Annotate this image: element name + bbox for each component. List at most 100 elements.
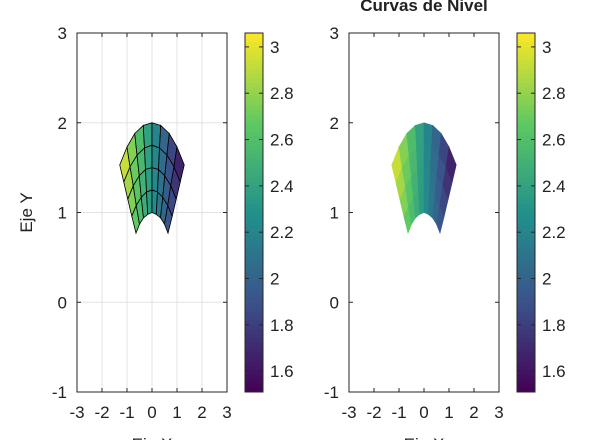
colorbar-swatch [245,86,263,92]
x-tick-label: 3 [222,403,231,422]
contour-cell [414,122,425,149]
colorbar-swatch [245,252,263,258]
colorbar-swatch [245,172,263,178]
colorbar-swatch [245,163,263,169]
colorbar-swatch [517,185,535,191]
colorbar-box [244,32,264,393]
colorbar-swatch [245,338,263,344]
colorbar-swatch [245,50,263,56]
colorbar-swatch [245,266,263,272]
colorbar-swatch [517,369,535,375]
colorbar-swatch [245,113,263,119]
colorbar-swatch [517,329,535,335]
colorbar-tick-label: 2.2 [542,223,566,242]
colorbar-swatch [245,37,263,43]
colorbar-swatch [517,59,535,65]
colorbar-swatch [245,356,263,362]
colorbar-swatch [517,311,535,317]
colorbar-tick-label: 2 [542,270,551,289]
colorbar-swatch [517,257,535,263]
colorbar-swatch [245,109,263,115]
colorbar-swatch [517,203,535,209]
colorbar-swatch [245,208,263,213]
colorbar-swatch [245,221,263,227]
colorbar-swatch [245,275,263,281]
colorbar-swatch [245,41,263,47]
colorbar-swatch [245,234,263,240]
colorbar-tick-label: 2.6 [542,131,566,150]
x-tick-label: 2 [469,403,478,422]
colorbar-swatch [245,383,263,389]
colorbar-swatch [245,302,263,308]
colorbar-swatch [245,154,263,160]
colorbar-swatch [517,109,535,115]
x-axis-label: Eje X [132,435,173,440]
colorbar-swatch [517,216,535,222]
colorbar-swatch [245,127,263,133]
x-axis-label: Eje X [404,435,445,440]
colorbar-swatch [245,347,263,353]
colorbar-swatch [517,230,535,236]
colorbar-swatch [517,163,535,169]
colorbar-swatch [517,113,535,119]
colorbar-swatch [517,172,535,178]
x-tick-label: -2 [94,403,109,422]
colorbar-swatch [517,342,535,348]
contour-cell [418,189,425,215]
x-tick-label: 2 [197,403,206,422]
colorbar-swatch [245,297,263,303]
colorbar-swatch [245,315,263,321]
colorbar-swatch [245,369,263,375]
colorbar-swatch [245,279,263,285]
colorbar-swatch [245,374,263,380]
colorbar-swatch [245,176,263,182]
colorbar-swatch [517,338,535,344]
colorbar-swatch [245,33,263,38]
y-tick-label: 0 [330,293,339,312]
colorbar-swatch [245,306,263,312]
y-tick-label: 2 [58,114,67,133]
x-tick-label: 0 [147,403,156,422]
y-tick-label: -1 [324,383,339,402]
colorbar-swatch [245,311,263,317]
colorbar-swatch [517,199,535,205]
y-tick-label: 2 [330,114,339,133]
colorbar-swatch [245,261,263,267]
y-tick-label: 1 [58,204,67,223]
colorbar-swatch [517,288,535,294]
colorbar-swatch [245,95,263,101]
colorbar-swatch [517,365,535,371]
colorbar-swatch [517,333,535,339]
colorbar-swatch [517,41,535,47]
colorbar-swatch [245,55,263,61]
surface-cell [144,144,153,170]
colorbar-swatch [517,351,535,357]
colorbar-swatch [245,216,263,222]
contour-cell [417,167,425,193]
colorbar-swatch [517,127,535,133]
colorbar-swatch [517,82,535,88]
colorbar-swatch [245,194,263,200]
colorbar-swatch [517,279,535,285]
colorbar-swatch [517,315,535,321]
colorbar-swatch [517,95,535,101]
colorbar-swatch [245,203,263,209]
colorbar-swatch [245,293,263,299]
surface-cell [173,145,185,184]
colorbar-swatch [517,154,535,160]
colorbar-swatch [517,243,535,249]
colorbar-swatch [517,50,535,56]
colorbar-swatch [245,378,263,384]
colorbar-swatch [245,199,263,205]
colorbar-swatch [245,365,263,371]
contour-cell [416,144,425,170]
colorbar-swatch [517,136,535,142]
colorbar-swatch [517,252,535,258]
colorbar-swatch [517,91,535,97]
colorbar-tick-label: 2.8 [270,84,294,103]
colorbar-swatch [517,383,535,389]
colorbar-tick-label: 1.6 [270,362,294,381]
colorbar-swatch [517,324,535,330]
y-tick-label: -1 [52,383,67,402]
colorbar-swatch [245,257,263,263]
